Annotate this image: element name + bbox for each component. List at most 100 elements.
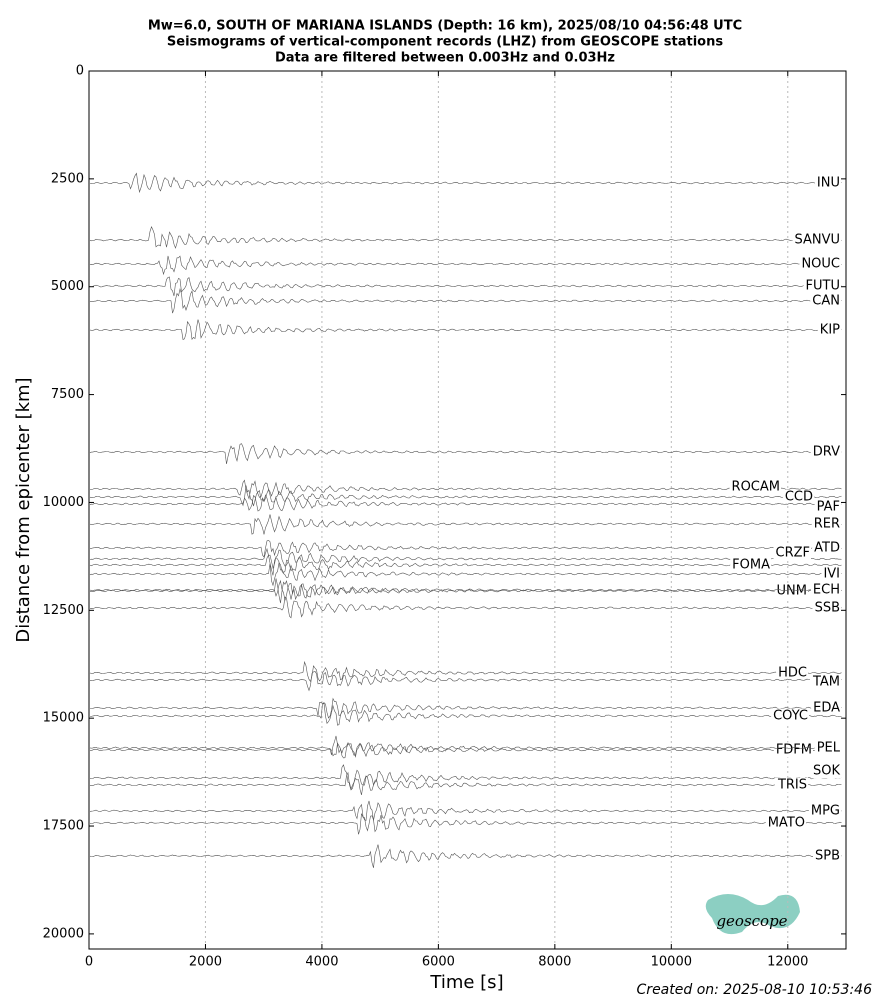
trace bbox=[89, 494, 842, 512]
y-axis-label: Distance from epicenter [km] bbox=[13, 377, 34, 642]
trace bbox=[90, 539, 842, 558]
x-tick-label: 12000 bbox=[767, 955, 808, 970]
label-bg bbox=[773, 742, 813, 758]
station-label: RER bbox=[814, 516, 840, 531]
trace bbox=[89, 671, 842, 692]
label-bg bbox=[803, 278, 841, 294]
footer: Created on: 2025-08-10 10:53:46 bbox=[637, 982, 873, 998]
station-label: MATO bbox=[768, 815, 805, 830]
station-label: TRIS bbox=[777, 777, 807, 792]
label-bg bbox=[810, 763, 842, 779]
label-bg bbox=[814, 175, 841, 191]
logo-text: geoscope bbox=[716, 912, 787, 930]
station-label: IVI bbox=[823, 566, 840, 581]
station-label: DRV bbox=[813, 444, 840, 459]
trace bbox=[89, 771, 842, 795]
station-label: FOMA bbox=[732, 557, 770, 572]
station-label: UNM bbox=[777, 583, 807, 598]
label-bg bbox=[792, 232, 841, 248]
label-bg bbox=[814, 740, 842, 756]
station-label: ROCAM bbox=[732, 479, 780, 494]
trace bbox=[89, 479, 842, 500]
trace bbox=[90, 742, 842, 759]
label-bg bbox=[771, 708, 809, 724]
y-tick-label: 10000 bbox=[43, 495, 84, 510]
trace bbox=[89, 547, 842, 570]
trace bbox=[89, 319, 842, 341]
y-tick-label: 7500 bbox=[51, 387, 84, 402]
label-bg bbox=[810, 444, 842, 460]
label-bg bbox=[729, 479, 781, 495]
station-label: FUTU bbox=[806, 278, 840, 293]
trace bbox=[89, 554, 842, 576]
trace bbox=[90, 697, 842, 719]
station-label: SPB bbox=[815, 848, 840, 863]
label-bg bbox=[774, 777, 808, 793]
x-tick-label: 0 bbox=[85, 955, 93, 970]
trace bbox=[89, 225, 842, 249]
station-label: INU bbox=[817, 176, 840, 191]
station-label: CRZF bbox=[776, 545, 811, 560]
trace bbox=[89, 813, 842, 835]
x-axis-label: Time [s] bbox=[429, 972, 503, 993]
label-bg bbox=[811, 700, 842, 716]
x-tick-label: 8000 bbox=[538, 955, 571, 970]
station-label: PEL bbox=[817, 740, 841, 755]
label-bg bbox=[808, 803, 841, 819]
trace bbox=[89, 443, 842, 465]
label-bg bbox=[799, 256, 841, 272]
label-bg bbox=[810, 582, 841, 598]
trace bbox=[89, 287, 842, 314]
y-tick-label: 17500 bbox=[43, 819, 84, 834]
x-tick-label: 10000 bbox=[651, 955, 692, 970]
x-tick-label: 6000 bbox=[422, 955, 455, 970]
station-label: MPG bbox=[811, 803, 840, 818]
label-bg bbox=[782, 489, 814, 505]
trace bbox=[89, 255, 842, 276]
station-label: COYC bbox=[773, 708, 808, 723]
label-bg bbox=[810, 293, 841, 309]
label-bg bbox=[821, 566, 841, 582]
y-tick-label: 12500 bbox=[43, 603, 84, 618]
label-bg bbox=[809, 674, 841, 690]
station-label: HDC bbox=[778, 665, 807, 680]
station-label: TAM bbox=[812, 674, 840, 689]
y-tick-label: 15000 bbox=[43, 711, 84, 726]
label-bg bbox=[774, 583, 808, 599]
station-label: CAN bbox=[812, 293, 840, 308]
logo: geoscope bbox=[705, 894, 800, 935]
y-tick-label: 0 bbox=[76, 64, 84, 79]
station-label: EDA bbox=[813, 700, 840, 715]
station-label: SANVU bbox=[794, 232, 840, 247]
trace bbox=[89, 172, 842, 194]
label-bg bbox=[773, 545, 811, 561]
chart-title: Mw=6.0, SOUTH OF MARIANA ISLANDS (Depth:… bbox=[148, 19, 742, 34]
trace bbox=[89, 514, 842, 535]
y-tick-label: 2500 bbox=[51, 171, 84, 186]
trace bbox=[89, 660, 842, 683]
label-bg bbox=[776, 665, 808, 681]
y-tick-label: 20000 bbox=[43, 926, 84, 941]
trace bbox=[89, 844, 842, 868]
station-label: FDFM bbox=[776, 742, 812, 757]
trace bbox=[89, 800, 842, 821]
label-bg bbox=[817, 322, 842, 338]
trace bbox=[89, 276, 842, 297]
station-label: CCD bbox=[785, 489, 813, 504]
y-tick-label: 5000 bbox=[51, 279, 84, 294]
x-tick-label: 2000 bbox=[189, 955, 222, 970]
trace bbox=[89, 596, 842, 619]
label-bg bbox=[812, 540, 841, 556]
trace bbox=[89, 579, 842, 601]
trace bbox=[89, 764, 842, 791]
label-bg bbox=[814, 499, 841, 515]
trace bbox=[89, 735, 842, 756]
station-label: SSB bbox=[815, 600, 840, 615]
label-bg bbox=[812, 848, 841, 864]
chart-subtitle: Data are filtered between 0.003Hz and 0.… bbox=[275, 51, 615, 66]
x-tick-label: 4000 bbox=[305, 955, 338, 970]
station-label: ATD bbox=[814, 540, 840, 555]
trace bbox=[89, 485, 842, 507]
station-label: ECH bbox=[813, 583, 840, 598]
